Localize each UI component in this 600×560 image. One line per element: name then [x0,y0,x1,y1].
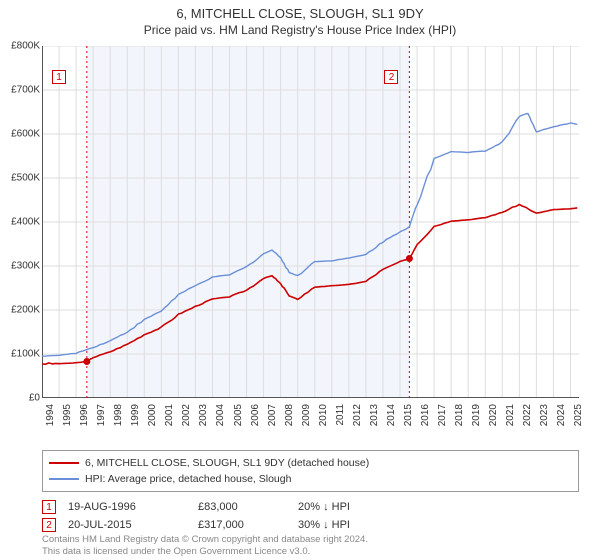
chart-plot-area: 12 [42,46,579,398]
y-tick-label: £300K [11,261,40,272]
y-tick-label: £200K [11,305,40,316]
x-tick-label: 1997 [96,404,107,426]
x-tick-label: 2014 [386,404,397,426]
x-tick-label: 2015 [403,404,414,426]
y-tick-label: £600K [11,129,40,140]
x-tick-label: 2020 [488,404,499,426]
y-axis: £0£100K£200K£300K£400K£500K£600K£700K£80… [0,46,42,398]
sale-delta: 30% ↓ HPI [298,519,418,531]
x-tick-label: 2002 [181,404,192,426]
legend-label: 6, MITCHELL CLOSE, SLOUGH, SL1 9DY (deta… [85,457,369,469]
y-tick-label: £100K [11,349,40,360]
x-tick-label: 1999 [130,404,141,426]
table-row: 2 20-JUL-2015 £317,000 30% ↓ HPI [42,516,579,534]
sale-price: £317,000 [198,519,298,531]
x-tick-label: 1996 [79,404,90,426]
x-tick-label: 2009 [301,404,312,426]
footnote: Contains HM Land Registry data © Crown c… [42,534,579,558]
legend-box: 6, MITCHELL CLOSE, SLOUGH, SL1 9DY (deta… [42,450,579,492]
sale-index-badge: 1 [42,500,56,514]
sale-marker-label: 1 [52,70,66,84]
x-tick-label: 1998 [113,404,124,426]
sales-table: 1 19-AUG-1996 £83,000 20% ↓ HPI 2 20-JUL… [42,498,579,534]
y-tick-label: £500K [11,173,40,184]
chart-svg [42,46,579,398]
x-tick-label: 2003 [198,404,209,426]
y-tick-label: £800K [11,41,40,52]
sale-marker-label: 2 [384,70,398,84]
x-tick-label: 2021 [505,404,516,426]
x-tick-label: 2008 [284,404,295,426]
x-tick-label: 1994 [45,404,56,426]
x-tick-label: 2025 [573,404,584,426]
x-tick-label: 2001 [164,404,175,426]
x-tick-label: 2005 [233,404,244,426]
x-tick-label: 2010 [318,404,329,426]
x-tick-label: 2013 [369,404,380,426]
page-subtitle: Price paid vs. HM Land Registry's House … [0,21,600,37]
x-tick-label: 1995 [62,404,73,426]
x-tick-label: 2004 [215,404,226,426]
x-tick-label: 2022 [522,404,533,426]
legend-swatch [49,478,79,480]
page-title: 6, MITCHELL CLOSE, SLOUGH, SL1 9DY [0,0,600,21]
x-tick-label: 2019 [471,404,482,426]
y-tick-label: £0 [29,393,40,404]
x-tick-label: 2000 [147,404,158,426]
x-tick-label: 2012 [352,404,363,426]
x-tick-label: 2018 [454,404,465,426]
legend-swatch [49,462,79,464]
sale-delta: 20% ↓ HPI [298,501,418,513]
x-tick-label: 2011 [335,404,346,426]
sale-date: 19-AUG-1996 [68,501,198,513]
legend-row: 6, MITCHELL CLOSE, SLOUGH, SL1 9DY (deta… [49,455,572,471]
sale-date: 20-JUL-2015 [68,519,198,531]
legend: 6, MITCHELL CLOSE, SLOUGH, SL1 9DY (deta… [42,450,579,534]
legend-label: HPI: Average price, detached house, Slou… [85,473,291,485]
y-tick-label: £400K [11,217,40,228]
x-tick-label: 2024 [556,404,567,426]
footnote-line: Contains HM Land Registry data © Crown c… [42,534,579,546]
x-axis: 1994 1995 1996 1997 1998 1999 2000 2001 2002 2003… [42,398,579,450]
footnote-line: This data is licensed under the Open Gov… [42,546,579,558]
x-tick-label: 2016 [420,404,431,426]
x-tick-label: 2023 [539,404,550,426]
table-row: 1 19-AUG-1996 £83,000 20% ↓ HPI [42,498,579,516]
y-tick-label: £700K [11,85,40,96]
x-tick-label: 2006 [250,404,261,426]
sale-price: £83,000 [198,501,298,513]
x-tick-label: 2017 [437,404,448,426]
legend-row: HPI: Average price, detached house, Slou… [49,471,572,487]
sale-index-badge: 2 [42,518,56,532]
x-tick-label: 2007 [267,404,278,426]
